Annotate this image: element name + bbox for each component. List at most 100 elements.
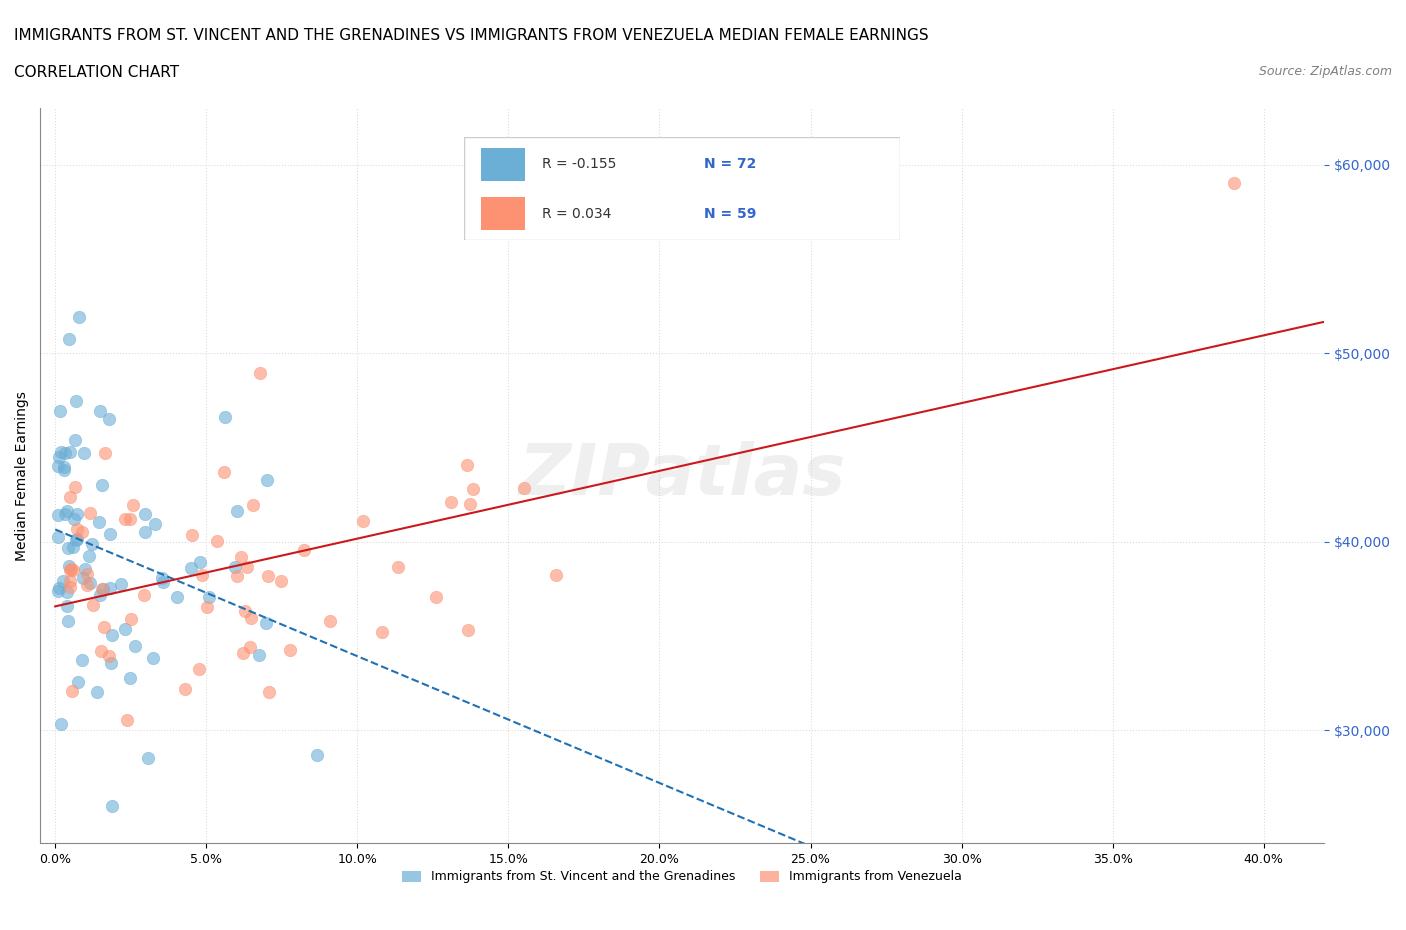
Point: [233, 604, 256, 618]
Point: [56, 614, 79, 629]
Point: [120, 612, 142, 627]
Point: [212, 465, 235, 480]
Point: [257, 684, 280, 699]
Point: [207, 533, 229, 548]
Point: [59, 580, 82, 595]
Point: [318, 614, 340, 629]
Point: [100, 580, 122, 595]
Point: [1222, 176, 1244, 191]
Point: [235, 560, 257, 575]
Point: [456, 458, 478, 472]
Point: [387, 559, 409, 574]
Point: [60, 561, 83, 576]
Point: [134, 525, 156, 539]
Point: [232, 645, 254, 660]
Point: [55, 506, 77, 521]
Point: [48, 449, 70, 464]
Point: [239, 611, 262, 626]
Point: [63, 432, 86, 447]
Point: [457, 623, 479, 638]
Point: [49, 717, 72, 732]
Point: [87, 514, 110, 529]
Point: [257, 568, 280, 583]
Point: [58, 559, 80, 574]
Point: [247, 647, 270, 662]
Point: [58, 540, 80, 555]
Point: [256, 472, 278, 487]
Point: [52, 574, 75, 589]
Point: [98, 648, 121, 663]
Point: [89, 588, 111, 603]
Text: Source: ZipAtlas.com: Source: ZipAtlas.com: [1258, 65, 1392, 78]
Point: [72, 571, 94, 586]
Point: [463, 482, 485, 497]
Point: [254, 616, 277, 631]
Text: IMMIGRANTS FROM ST. VINCENT AND THE GRENADINES VS IMMIGRANTS FROM VENEZUELA MEDI: IMMIGRANTS FROM ST. VINCENT AND THE GREN…: [14, 28, 929, 43]
Point: [49, 404, 72, 418]
Point: [191, 567, 214, 582]
Point: [62, 539, 84, 554]
Point: [65, 393, 87, 408]
Point: [142, 650, 165, 665]
Point: [118, 671, 141, 685]
Point: [80, 537, 103, 551]
Point: [292, 543, 315, 558]
Point: [278, 643, 301, 658]
Point: [458, 496, 481, 511]
Point: [67, 310, 90, 325]
Point: [63, 512, 86, 526]
Point: [79, 506, 101, 521]
Point: [70, 525, 93, 539]
Point: [66, 507, 89, 522]
Point: [73, 562, 96, 577]
Point: [48, 580, 70, 595]
Point: [352, 513, 374, 528]
Point: [174, 682, 197, 697]
Point: [76, 566, 98, 581]
Point: [188, 661, 211, 676]
Point: [70, 653, 93, 668]
Point: [122, 498, 145, 512]
Point: [197, 600, 219, 615]
Point: [46, 507, 69, 522]
Point: [86, 685, 108, 700]
Point: [79, 576, 101, 591]
Point: [89, 404, 111, 418]
Point: [59, 489, 82, 504]
Point: [100, 628, 122, 643]
Point: [53, 459, 76, 474]
Point: [307, 748, 329, 763]
Point: [238, 640, 260, 655]
Point: [513, 481, 536, 496]
Point: [91, 581, 114, 596]
Point: [59, 563, 82, 578]
Point: [224, 559, 246, 574]
Point: [79, 548, 101, 563]
Point: [439, 495, 461, 510]
Point: [90, 581, 112, 596]
Point: [114, 512, 136, 526]
Point: [150, 571, 173, 586]
Point: [59, 574, 82, 589]
Point: [226, 569, 249, 584]
Point: [72, 445, 94, 460]
Point: [60, 684, 83, 698]
Point: [51, 445, 73, 459]
Point: [53, 462, 76, 477]
Point: [249, 365, 271, 380]
Point: [90, 644, 112, 658]
Point: [59, 444, 82, 458]
Point: [91, 478, 114, 493]
Point: [188, 555, 211, 570]
Point: [46, 458, 69, 473]
Point: [180, 560, 202, 575]
Point: [56, 599, 79, 614]
Point: [110, 577, 132, 591]
Point: [55, 445, 77, 460]
Point: [226, 503, 249, 518]
Point: [115, 712, 138, 727]
Point: [46, 584, 69, 599]
Y-axis label: Median Female Earnings: Median Female Earnings: [15, 391, 30, 561]
Point: [134, 507, 156, 522]
Point: [214, 409, 236, 424]
